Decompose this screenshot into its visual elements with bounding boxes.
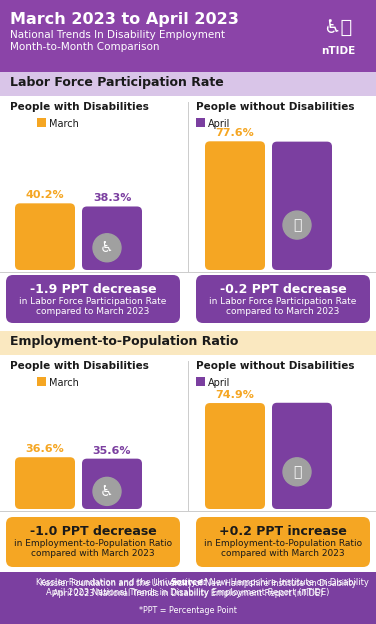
Bar: [0, 331, 376, 355]
FancyBboxPatch shape: [205, 403, 265, 509]
Text: March: March: [49, 119, 79, 129]
FancyBboxPatch shape: [82, 459, 142, 509]
FancyBboxPatch shape: [196, 275, 370, 323]
Text: -1.0 PPT decrease: -1.0 PPT decrease: [30, 525, 156, 538]
Text: -1.9 PPT decrease: -1.9 PPT decrease: [30, 283, 156, 296]
Text: in Labor Force Participation Rate
compared to March 2023: in Labor Force Participation Rate compar…: [209, 297, 357, 316]
FancyBboxPatch shape: [15, 457, 75, 509]
Text: Month-to-Month Comparison: Month-to-Month Comparison: [10, 42, 159, 52]
Text: 👥: 👥: [293, 218, 301, 232]
Text: April: April: [208, 119, 230, 129]
Text: 77.6%: 77.6%: [215, 129, 255, 139]
Text: in Labor Force Participation Rate
compared to March 2023: in Labor Force Participation Rate compar…: [19, 297, 167, 316]
Text: nTIDE: nTIDE: [321, 46, 355, 56]
Bar: [37, 118, 46, 127]
Text: Source:: Source:: [170, 578, 206, 587]
Text: ♿👥: ♿👥: [323, 18, 353, 37]
Text: ♿: ♿: [100, 240, 114, 255]
FancyBboxPatch shape: [15, 203, 75, 270]
Text: in Employment-to-Population Ratio
compared with March 2023: in Employment-to-Population Ratio compar…: [14, 539, 172, 558]
Bar: [196, 377, 205, 386]
Bar: [196, 118, 205, 127]
Text: Labor Force Participation Rate: Labor Force Participation Rate: [10, 76, 224, 89]
Text: National Trends In Disability Employment: National Trends In Disability Employment: [10, 30, 225, 40]
Text: 35.6%: 35.6%: [93, 446, 131, 456]
Circle shape: [93, 477, 121, 505]
Text: People without Disabilities: People without Disabilities: [196, 361, 355, 371]
Text: in Employment-to-Population Ratio
compared with March 2023: in Employment-to-Population Ratio compar…: [204, 539, 362, 558]
Text: 👥: 👥: [293, 465, 301, 479]
Text: People without Disabilities: People without Disabilities: [196, 102, 355, 112]
Bar: [0, 572, 376, 624]
FancyBboxPatch shape: [6, 517, 180, 567]
FancyBboxPatch shape: [272, 402, 332, 509]
FancyBboxPatch shape: [6, 275, 180, 323]
Text: 74.9%: 74.9%: [215, 390, 255, 400]
FancyBboxPatch shape: [205, 141, 265, 270]
Text: 40.2%: 40.2%: [26, 190, 64, 200]
Text: *PPT = Percentage Point: *PPT = Percentage Point: [139, 606, 237, 615]
Text: April: April: [208, 378, 230, 388]
Text: March 2023 to April 2023: March 2023 to April 2023: [10, 12, 239, 27]
FancyBboxPatch shape: [196, 517, 370, 567]
Text: Employment-to-Population Ratio: Employment-to-Population Ratio: [10, 335, 238, 348]
Text: -0.2 PPT decrease: -0.2 PPT decrease: [220, 283, 346, 296]
Circle shape: [93, 234, 121, 261]
Circle shape: [283, 458, 311, 486]
Text: Kessler Foundation and the University of New Hampshire Institute on Disability
A: Kessler Foundation and the University of…: [20, 579, 356, 598]
Text: 38.3%: 38.3%: [93, 193, 131, 203]
Text: People with Disabilities: People with Disabilities: [10, 102, 149, 112]
Circle shape: [283, 211, 311, 239]
Text: March: March: [49, 378, 79, 388]
Bar: [37, 377, 46, 386]
Text: People with Disabilities: People with Disabilities: [10, 361, 149, 371]
Bar: [0, 0, 376, 72]
Bar: [0, 72, 376, 96]
FancyBboxPatch shape: [82, 207, 142, 270]
Text: 75.1%: 75.1%: [283, 390, 321, 400]
Text: +0.2 PPT increase: +0.2 PPT increase: [219, 525, 347, 538]
Text: Kessler Foundation and the University of New Hampshire Institute on Disability A: Kessler Foundation and the University of…: [7, 578, 369, 597]
Text: ♿: ♿: [100, 484, 114, 499]
Text: 36.6%: 36.6%: [26, 444, 64, 454]
FancyBboxPatch shape: [272, 142, 332, 270]
Text: 77.4%: 77.4%: [283, 129, 321, 139]
